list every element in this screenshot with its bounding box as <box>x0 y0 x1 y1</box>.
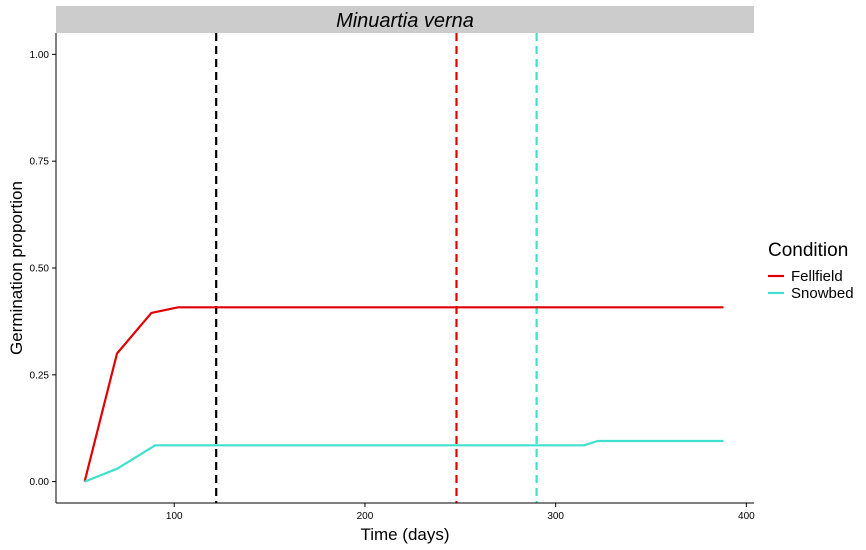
y-tick-label: 0.25 <box>30 370 50 381</box>
y-tick-label: 1.00 <box>30 50 50 61</box>
chart-title: Minuartia verna <box>336 10 474 32</box>
y-axis-ticks: 0.00 0.25 0.50 0.75 1.00 <box>30 50 56 488</box>
strip-background <box>56 6 754 33</box>
y-tick-label: 0.00 <box>30 477 50 488</box>
x-tick-label: 300 <box>547 511 564 522</box>
x-tick-label: 100 <box>166 511 183 522</box>
legend-title: Condition <box>768 240 848 261</box>
legend-label-fellfield: Fellfield <box>791 268 843 285</box>
x-axis-title: Time (days) <box>360 525 449 544</box>
legend-label-snowbed: Snowbed <box>791 285 854 302</box>
reference-lines <box>215 33 538 503</box>
x-tick-label: 400 <box>738 511 755 522</box>
x-axis-ticks: 100 200 300 400 <box>166 503 755 522</box>
series-line-snowbed <box>84 439 724 483</box>
y-tick-label: 0.50 <box>30 264 50 275</box>
y-tick-label: 0.75 <box>30 157 50 168</box>
series-line-fellfield <box>83 306 724 482</box>
x-tick-label: 200 <box>357 511 374 522</box>
y-axis-title: Germination proportion <box>7 181 26 355</box>
series-lines <box>83 306 724 483</box>
